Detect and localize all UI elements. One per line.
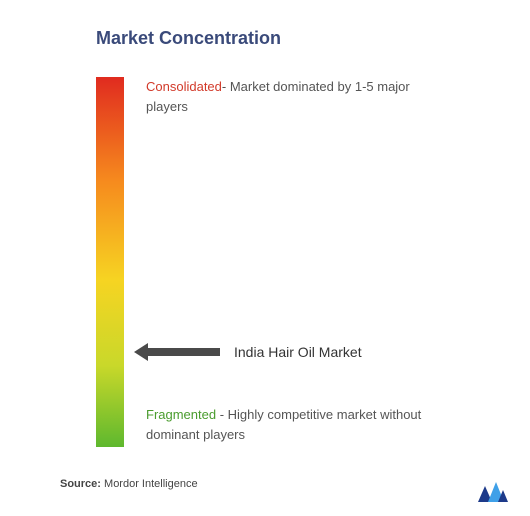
- gradient-bar: [96, 77, 124, 447]
- source-text: Mordor Intelligence: [101, 478, 198, 490]
- diagram-title: Market Concentration: [96, 28, 494, 49]
- fragmented-label: Fragmented - Highly competitive market w…: [146, 405, 466, 444]
- concentration-diagram: Consolidated- Market dominated by 1-5 ma…: [36, 77, 494, 447]
- mordor-logo-icon: [478, 480, 508, 502]
- market-name: India Hair Oil Market: [234, 344, 362, 360]
- source-attribution: Source: Mordor Intelligence: [60, 478, 198, 490]
- market-marker: India Hair Oil Market: [134, 343, 362, 361]
- fragmented-term: Fragmented: [146, 407, 216, 422]
- source-label: Source:: [60, 478, 101, 490]
- consolidated-term: Consolidated: [146, 79, 222, 94]
- arrow-left-icon: [134, 343, 220, 361]
- consolidated-label: Consolidated- Market dominated by 1-5 ma…: [146, 77, 446, 116]
